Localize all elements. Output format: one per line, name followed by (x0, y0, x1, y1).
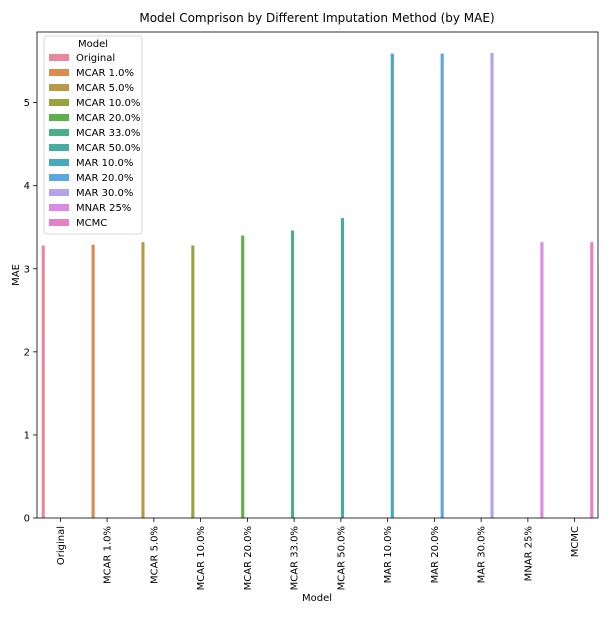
bar (340, 218, 344, 518)
legend-entry: Original (76, 53, 115, 64)
legend-entry: MCAR 5.0% (76, 83, 134, 94)
y-tick-label: 1 (24, 430, 30, 441)
legend-swatch (49, 144, 69, 151)
bar (540, 242, 544, 518)
x-tick-label: MCAR 1.0% (103, 526, 114, 584)
chart-title: Model Comprison by Different Imputation … (139, 11, 494, 25)
legend-entry: MNAR 25% (76, 203, 131, 214)
legend-entry: MAR 30.0% (76, 188, 133, 199)
legend-entry: MCAR 33.0% (76, 128, 140, 139)
bar (440, 53, 444, 518)
legend-swatch (49, 99, 69, 106)
y-tick-label: 3 (24, 264, 30, 275)
legend-swatch (49, 69, 69, 76)
legend-title: Model (78, 39, 108, 50)
legend-swatch (49, 219, 69, 226)
legend-swatch (49, 129, 69, 136)
bar (490, 52, 494, 519)
bar (390, 53, 394, 518)
x-tick-label: MAR 20.0% (430, 526, 441, 583)
y-tick-label: 4 (24, 181, 30, 192)
x-tick-label: MAR 30.0% (477, 526, 488, 583)
x-axis-label: Model (302, 593, 332, 604)
legend: Model Original MCAR 1.0% MCAR 5.0% MCAR 10.0… (43, 35, 143, 235)
y-axis-label: MAE (11, 264, 22, 286)
legend-swatch (49, 174, 69, 181)
x-tick-label: MCAR 33.0% (290, 526, 301, 590)
x-tick-label: MAR 10.0% (383, 526, 394, 583)
bar (291, 230, 295, 519)
bar (241, 235, 245, 519)
bar (590, 242, 594, 518)
legend-swatch (49, 204, 69, 211)
plot-area: 0 1 2 3 4 5 Original MCAR 1.0% MCAR 5.0% MCAR 10.… (24, 31, 599, 590)
legend-swatch (49, 159, 69, 166)
legend-entry: MCAR 1.0% (76, 68, 134, 79)
legend-entry: MAR 10.0% (76, 158, 133, 169)
y-tick-label: 5 (24, 98, 30, 109)
x-tick-label: MCAR 5.0% (149, 526, 160, 584)
y-tick-label: 2 (24, 347, 30, 358)
x-tick-label: Original (56, 526, 67, 565)
legend-entry: MCMC (76, 218, 107, 229)
bar (141, 242, 145, 518)
x-tick-label: MCAR 10.0% (196, 526, 207, 590)
bar (41, 245, 45, 518)
legend-swatch (49, 189, 69, 196)
y-tick-label: 0 (24, 514, 30, 525)
legend-entry: MCAR 50.0% (76, 143, 140, 154)
x-tick-label: MCMC (570, 526, 581, 557)
axes-frame (36, 31, 599, 519)
legend-swatch (49, 84, 69, 91)
x-tick-label: MCAR 50.0% (336, 526, 347, 590)
bar (91, 244, 95, 518)
x-tick-label: MNAR 25% (523, 526, 534, 581)
legend-entry: MCAR 10.0% (76, 98, 140, 109)
x-tick-label: MCAR 20.0% (243, 526, 254, 590)
legend-entry: MAR 20.0% (76, 173, 133, 184)
legend-swatch (49, 114, 69, 121)
legend-swatch (49, 54, 69, 61)
legend-entry: MCAR 20.0% (76, 113, 140, 124)
bar (191, 245, 195, 518)
